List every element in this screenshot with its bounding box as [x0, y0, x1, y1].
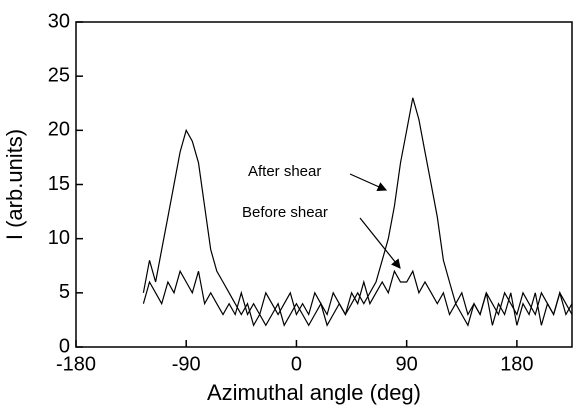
y-tick-label: 25	[48, 64, 70, 86]
x-tick-label: 90	[396, 353, 418, 375]
plot-frame	[75, 21, 573, 348]
x-tick-label: -90	[172, 353, 201, 375]
annotation-arrow	[349, 173, 388, 191]
y-tick-label: 5	[59, 281, 70, 303]
y-axis-label: I (arb.units)	[2, 129, 27, 240]
y-tick-label: 0	[59, 335, 70, 357]
x-axis-label: Azimuthal angle (deg)	[207, 380, 421, 405]
y-tick-label: 10	[48, 227, 70, 249]
y-tick-label: 15	[48, 173, 70, 195]
x-tick-label: -180	[56, 353, 96, 375]
annotation: Before shear	[242, 204, 328, 221]
y-tick-label: 20	[48, 119, 70, 141]
x-tick-label: 180	[500, 353, 533, 375]
annotation-arrow	[359, 217, 401, 269]
y-tick-label: 30	[48, 10, 70, 32]
series-line	[142, 97, 573, 327]
series-line	[142, 269, 573, 317]
x-tick-label: 0	[291, 353, 302, 375]
annotation: After shear	[248, 163, 321, 180]
